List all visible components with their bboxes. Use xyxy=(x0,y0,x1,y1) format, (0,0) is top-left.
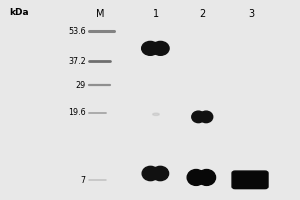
Ellipse shape xyxy=(142,166,159,181)
Ellipse shape xyxy=(142,41,159,55)
Text: 53.6: 53.6 xyxy=(68,27,86,36)
Ellipse shape xyxy=(192,111,205,123)
Text: 1: 1 xyxy=(153,9,159,19)
Text: 19.6: 19.6 xyxy=(68,108,86,117)
Ellipse shape xyxy=(200,111,213,123)
Text: 7: 7 xyxy=(81,176,86,185)
Ellipse shape xyxy=(198,170,216,185)
Text: 2: 2 xyxy=(199,9,206,19)
Text: kDa: kDa xyxy=(10,8,29,17)
Ellipse shape xyxy=(152,166,169,181)
Text: M: M xyxy=(97,9,105,19)
Text: 37.2: 37.2 xyxy=(68,57,86,66)
Text: 29: 29 xyxy=(76,81,86,90)
Ellipse shape xyxy=(187,170,205,185)
FancyBboxPatch shape xyxy=(232,171,268,189)
Text: 3: 3 xyxy=(248,9,255,19)
Ellipse shape xyxy=(153,113,159,115)
Ellipse shape xyxy=(152,41,169,55)
